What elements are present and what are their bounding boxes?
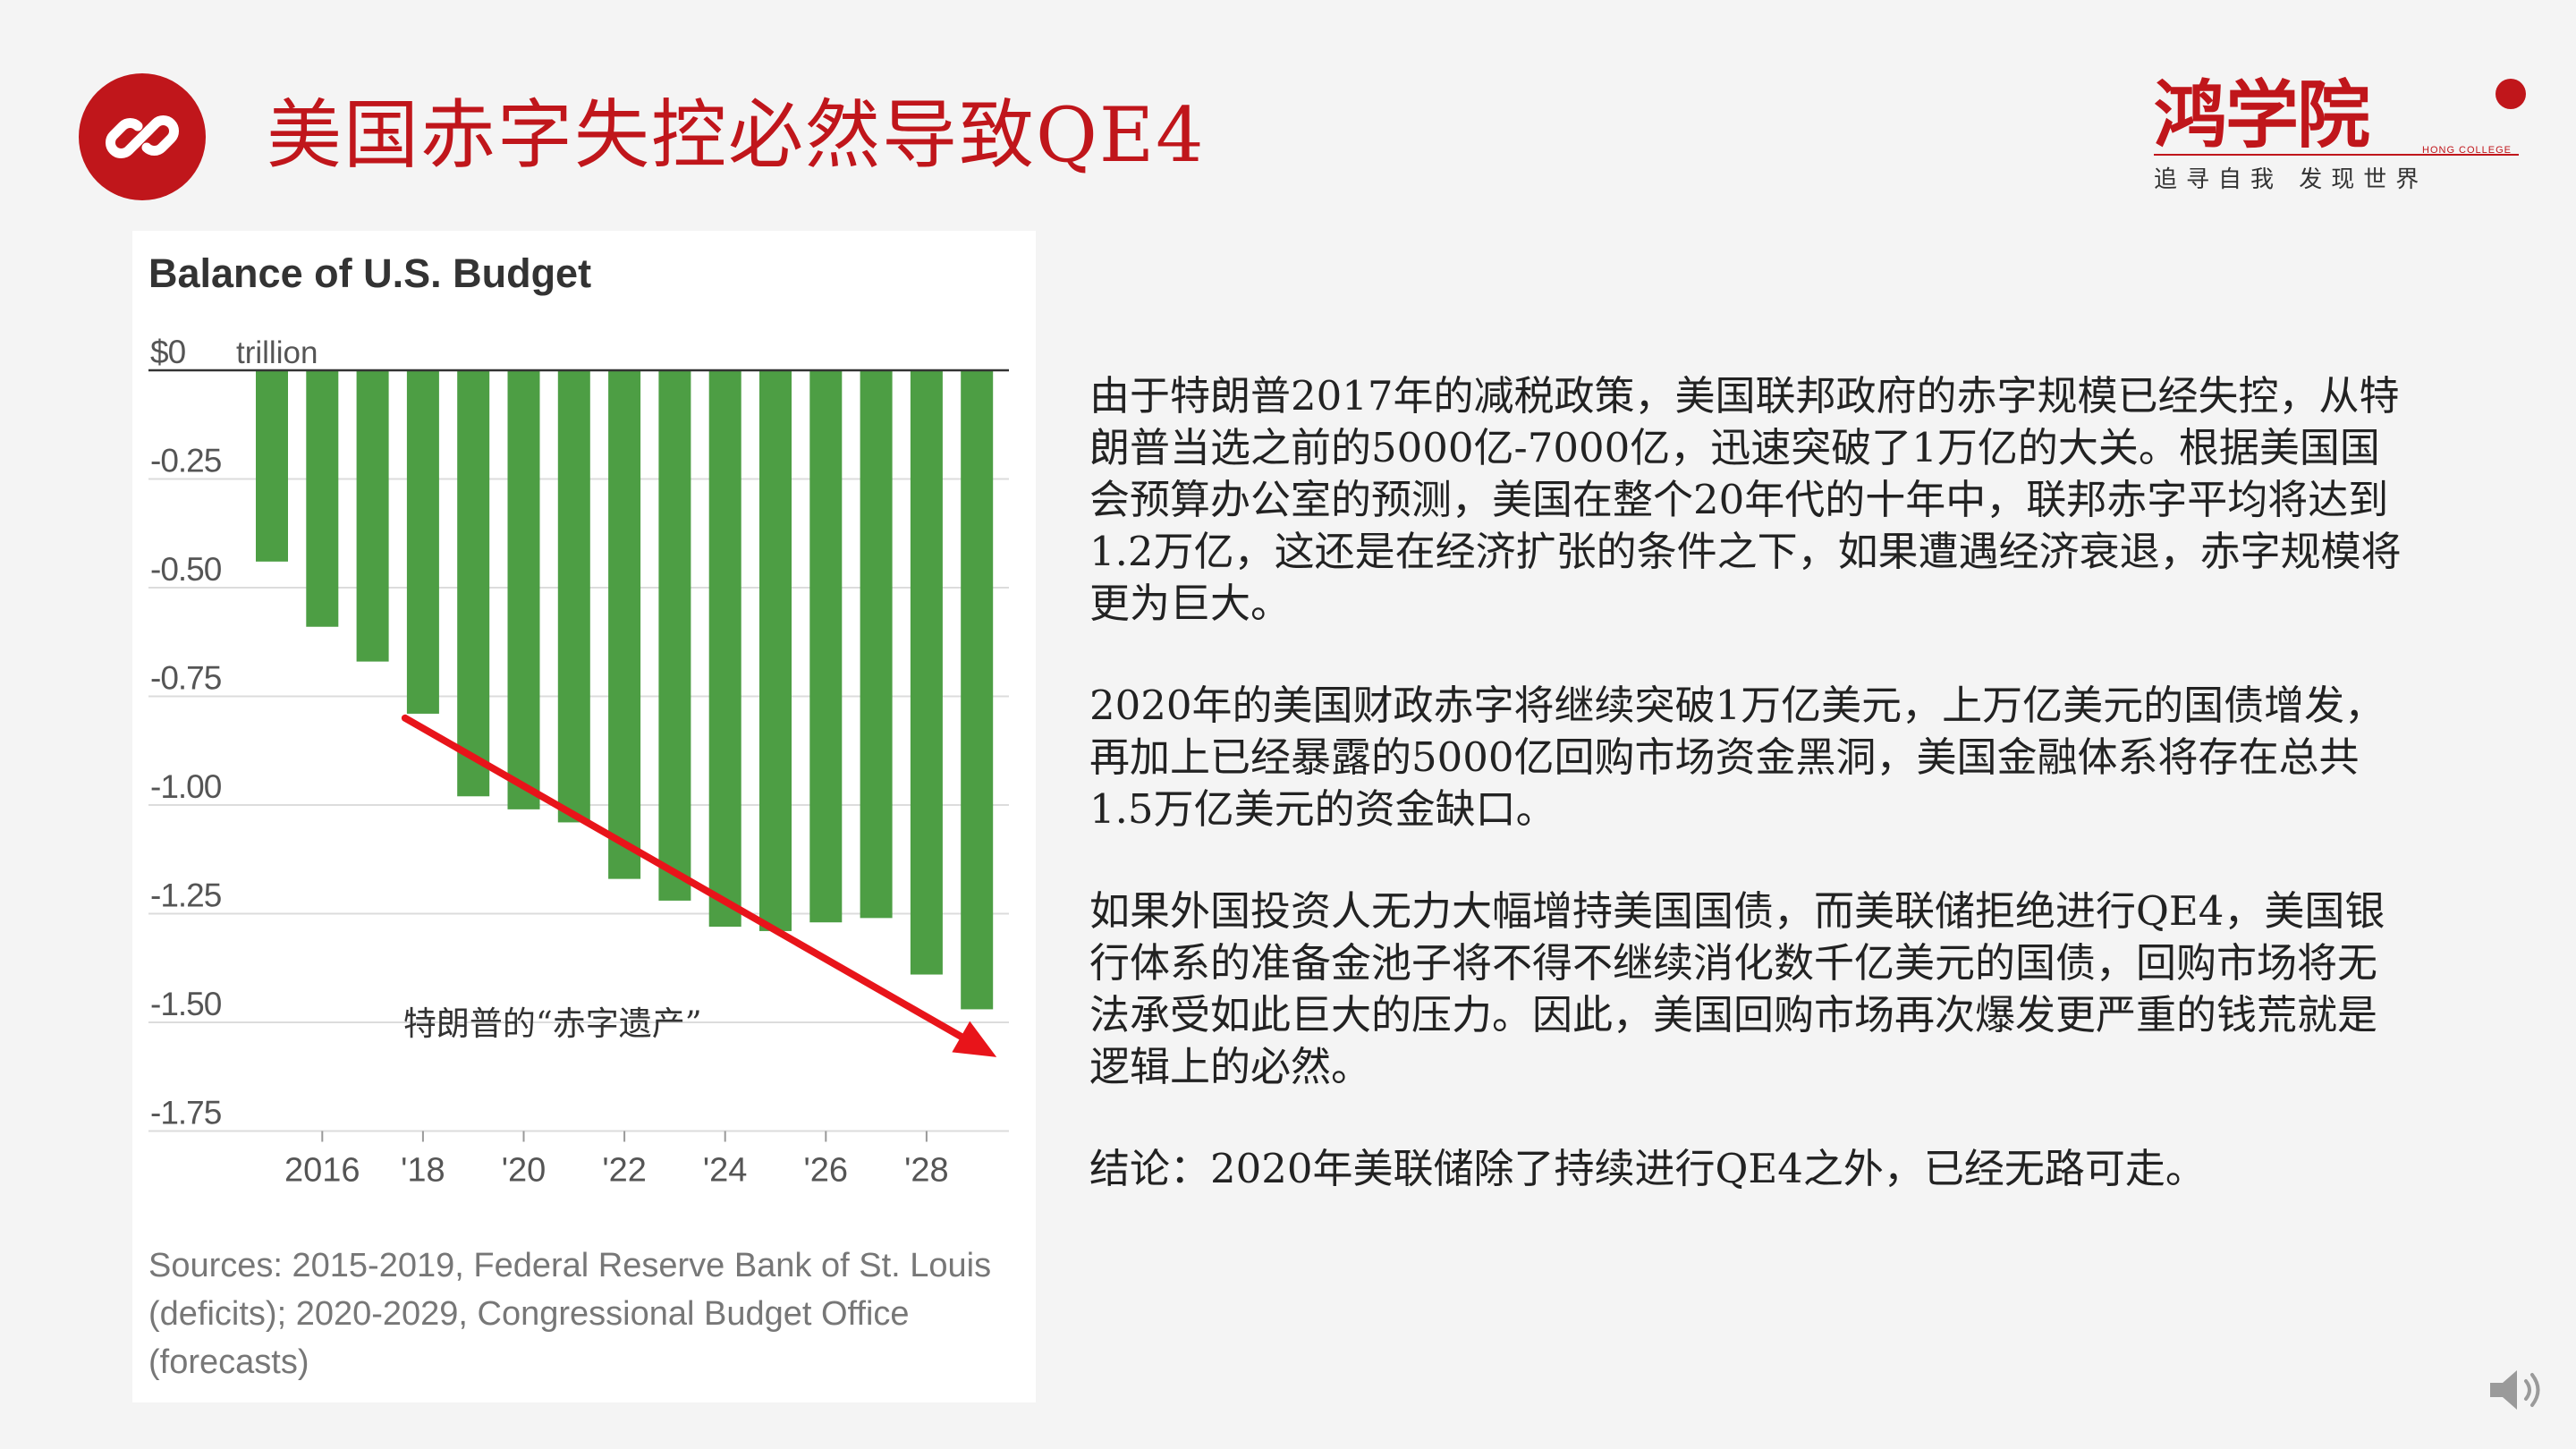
- bar-2019: [457, 370, 490, 797]
- chart-sources: Sources: 2015-2019, Federal Reserve Bank…: [148, 1247, 992, 1381]
- page-title: 美国赤字失控必然导致QE4: [267, 91, 1206, 179]
- y-tick-label: -0.75: [150, 660, 222, 697]
- paragraph-2: 2020年的美国财政赤字将继续突破1万亿美元，上万亿美元的国债增发，再加上已经暴…: [1089, 682, 2385, 833]
- y-tick-label: -0.50: [150, 551, 222, 588]
- seal-icon: [2496, 79, 2526, 109]
- bar-2015: [256, 370, 288, 562]
- paragraph-1: 由于特朗普2017年的减税政策，美国联邦政府的赤字规模已经失控，从特朗普当选之前…: [1089, 372, 2402, 627]
- x-tick-label: '24: [703, 1152, 748, 1190]
- paragraph-4: 结论：2020年美联储除了持续进行QE4之外，已经无路可走。: [1089, 1145, 2206, 1192]
- paragraph-3: 如果外国投资人无力大幅增持美国国债，而美联储拒绝进行QE4，美国银行体系的准备金…: [1089, 887, 2385, 1090]
- college-logo: 鸿学院 HONG COLLEGE 追寻自我 发现世界: [2154, 55, 2529, 199]
- bar-2020: [507, 370, 540, 809]
- link-icon: [79, 73, 206, 200]
- annotation-label: 特朗普的“赤字遗产”: [403, 1004, 702, 1043]
- x-tick-label: 2016: [284, 1152, 360, 1190]
- bar-2025: [759, 370, 792, 931]
- budget-chart: Balance of U.S. Budget $0 trillion -0.25 -0…: [132, 231, 1036, 1402]
- body-text: 由于特朗普2017年的减税政策，美国联邦政府的赤字规模已经失控，从特朗普当选之前…: [1089, 370, 2413, 1245]
- logo-name: 鸿学院: [2154, 73, 2370, 158]
- bar-2022: [608, 370, 641, 879]
- x-tick-label: '20: [502, 1152, 547, 1190]
- bar-2029: [961, 370, 994, 1010]
- bar-2016: [306, 370, 339, 627]
- logo-divider: [2154, 154, 2519, 156]
- trend-arrow-head: [952, 1021, 997, 1057]
- x-tick-label: '18: [401, 1152, 445, 1190]
- x-tick-label: '28: [904, 1152, 949, 1190]
- x-tick-label: '26: [804, 1152, 849, 1190]
- y-tick-label: -1.25: [150, 877, 222, 914]
- bar-2028: [910, 370, 943, 975]
- bar-2021: [557, 370, 590, 823]
- trend-arrow-line: [401, 714, 979, 1048]
- chart-plot: $0 trillion -0.25 -0.50 -0.75 -1.00 -1.25 -1.50…: [148, 334, 1009, 1190]
- y-unit-label: trillion: [236, 335, 318, 370]
- y-tick-label: -0.25: [150, 443, 222, 479]
- bar-2023: [658, 370, 691, 901]
- x-tick-label: '22: [602, 1152, 647, 1190]
- speaker-icon[interactable]: [2487, 1363, 2547, 1417]
- bar-2018: [406, 370, 439, 714]
- y-tick-label: -1.00: [150, 768, 222, 805]
- logo-tagline: 追寻自我 发现世界: [2154, 166, 2428, 193]
- logo-english: HONG COLLEGE: [2422, 145, 2512, 156]
- bar-2026: [809, 370, 843, 923]
- bar-2017: [356, 370, 389, 662]
- y-tick-label: -1.75: [150, 1095, 222, 1131]
- bar-2024: [708, 370, 741, 928]
- chart-title: Balance of U.S. Budget: [148, 250, 592, 296]
- y-tick-label: $0: [150, 334, 186, 370]
- bar-2027: [860, 370, 893, 919]
- y-tick-label: -1.50: [150, 986, 222, 1022]
